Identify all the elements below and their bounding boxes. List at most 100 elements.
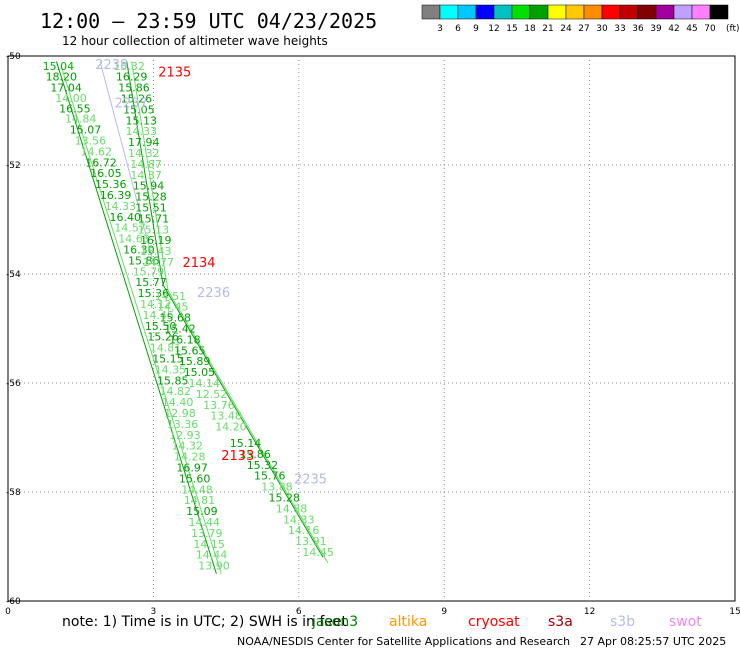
satellite-legend-item: cryosat [468, 614, 520, 630]
wave-height-label: 15.71 [138, 212, 170, 225]
wave-height-label: 16.29 [116, 71, 148, 84]
wave-height-label: 15.05 [184, 366, 216, 379]
wave-height-label: 17.94 [128, 136, 160, 149]
track-line [131, 61, 169, 291]
wave-height-label: 17.04 [50, 82, 82, 95]
wave-height-label: 14.00 [55, 92, 87, 105]
colorbar-swatch [511, 4, 531, 20]
colorbar-label: 45 [686, 24, 697, 34]
wave-height-label: 15.86 [239, 448, 271, 461]
pass-label: 2133 [221, 449, 254, 464]
colorbar-swatch [493, 4, 513, 20]
colorbar-label: 9 [473, 24, 479, 34]
satellite-legend: jason3 altika cryosat s3a s3b swot [311, 614, 702, 630]
pass-label: 2236 [197, 286, 230, 301]
wave-height-label: 15.51 [135, 202, 167, 215]
wave-height-label: 14.16 [288, 524, 320, 537]
wave-height-label: 14.20 [215, 421, 247, 434]
footer-timestamp: 27 Apr 08:25:57 UTC 2025 [580, 635, 726, 648]
track-line [55, 61, 217, 574]
wave-height-label: 15.89 [179, 355, 211, 368]
colorbar-label: 15 [506, 24, 517, 34]
track-line [167, 290, 329, 564]
y-tick-label: -56 [6, 379, 21, 389]
colorbar-label: 6 [455, 24, 461, 34]
footer-credit: NOAA/NESDIS Center for Satellite Applica… [237, 635, 570, 648]
pass-label: 2235 [294, 472, 327, 487]
wave-height-label: 14.45 [302, 546, 334, 559]
y-tick-label: -50 [6, 52, 21, 62]
colorbar-swatch [421, 4, 441, 20]
satellite-legend-item: s3a [548, 614, 573, 630]
colorbar-swatch [673, 4, 693, 20]
plot-frame [7, 55, 736, 602]
colorbar-swatch [691, 4, 711, 20]
wave-height-label: 14.12 [140, 298, 172, 311]
colorbar-label: 21 [542, 24, 553, 34]
wave-height-label: 15.07 [70, 124, 102, 137]
colorbar-swatch [601, 4, 621, 20]
satellite-legend-item: swot [669, 614, 702, 630]
wave-height-label: 15.65 [174, 344, 206, 357]
wave-height-label: 15.68 [159, 312, 191, 325]
x-tick-label: 0 [5, 607, 11, 617]
wave-height-label: 15.60 [179, 472, 211, 485]
wave-height-label: 15.04 [43, 60, 75, 73]
track-line [60, 66, 222, 574]
colorbar-swatch [475, 4, 495, 20]
wave-height-label: 14.82 [159, 385, 191, 398]
page-title: 12:00 – 23:59 UTC 04/23/2025 [40, 9, 377, 33]
wave-height-label: 14.40 [162, 396, 194, 409]
wave-height-label: 16.30 [123, 243, 155, 256]
wave-height-label: 15.85 [157, 374, 189, 387]
wave-height-label: 16.97 [176, 461, 208, 474]
wave-height-label: 13.90 [198, 560, 230, 573]
track-line [99, 61, 154, 264]
wave-height-label: 14.32 [172, 440, 204, 453]
wave-height-label: 14.81 [184, 494, 216, 507]
wave-height-label: 18.20 [46, 71, 78, 84]
colorbar-swatch [439, 4, 459, 20]
wave-height-label: 14.44 [189, 516, 221, 529]
page-subtitle: 12 hour collection of altimeter wave hei… [62, 34, 328, 48]
wave-height-label: 15.79 [133, 265, 165, 278]
x-tick-label: 3 [151, 607, 157, 617]
colorbar-label: 18 [524, 24, 536, 34]
wave-height-label: 16.39 [100, 189, 132, 202]
colorbar-swatch [637, 4, 657, 20]
satellite-tracks [55, 61, 329, 574]
x-tick-labels: 0 3 6 9 12 15 [5, 607, 740, 617]
wave-height-label: 15.09 [186, 505, 218, 518]
wave-height-label: 13.79 [191, 527, 223, 540]
wave-height-label: 15.36 [95, 178, 127, 191]
x-tick-label: 6 [296, 607, 302, 617]
satellite-legend-item: s3b [610, 614, 635, 630]
wave-height-label: 14.37 [130, 169, 162, 182]
wave-height-label: 15.77 [135, 276, 167, 289]
colorbar-label: 36 [632, 24, 644, 34]
grid-lines [8, 56, 735, 601]
wave-height-label: 15.14 [230, 437, 262, 450]
wave-height-label: 16.19 [140, 234, 172, 247]
wave-height-label: 12.52 [196, 388, 228, 401]
wave-height-label: 15.86 [118, 82, 150, 95]
colorbar-label: 39 [650, 24, 662, 34]
wave-height-label: 14.28 [174, 451, 206, 464]
colorbar-swatch [547, 4, 567, 20]
wave-height-label: 15.15 [152, 352, 184, 365]
colorbar-label: 24 [560, 24, 572, 34]
wave-height-label: 14.14 [189, 377, 221, 390]
colorbar-legend: 3 6 9 12 15 18 21 24 27 30 33 36 39 42 45 70 (ft) [421, 4, 740, 34]
wave-height-label: 14.32 [128, 147, 160, 160]
colorbar-label: 42 [668, 24, 679, 34]
colorbar-swatch [583, 4, 603, 20]
colorbar-label: 27 [578, 24, 589, 34]
wave-height-label: 16.72 [85, 156, 117, 169]
colorbar-swatch [709, 4, 729, 20]
wave-height-label: 14.51 [155, 290, 187, 303]
footer-note: note: 1) Time is in UTC; 2) SWH is in fe… [62, 614, 348, 630]
wave-height-label: 15.50 [145, 320, 177, 333]
wave-height-label: 14.45 [157, 301, 189, 314]
pass-label: 2135 [158, 65, 191, 80]
wave-height-label: 13.48 [210, 410, 242, 423]
